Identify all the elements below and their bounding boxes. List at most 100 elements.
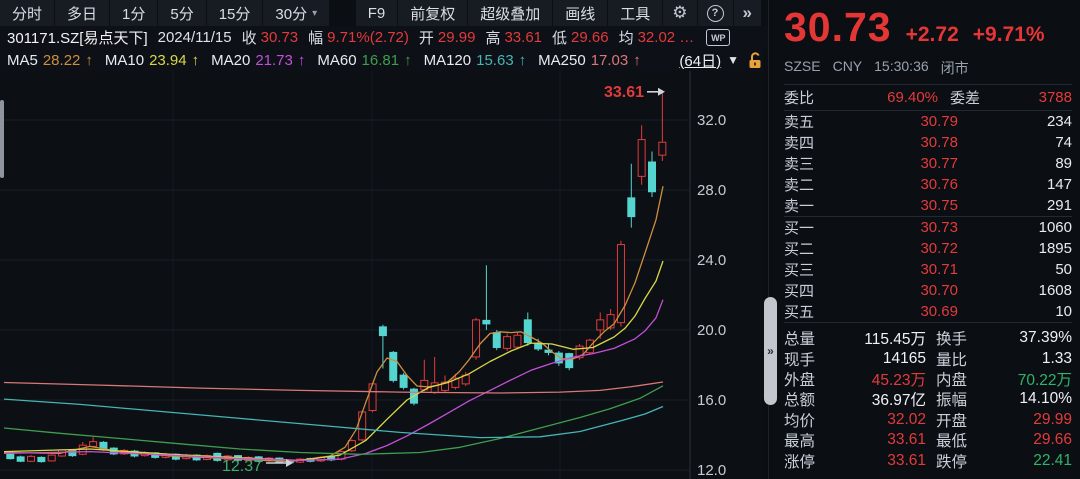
panel-collapse-handle[interactable]: »	[764, 297, 777, 405]
stat-label: 外盘	[784, 371, 816, 389]
stat-row: 最高 33.61 最低 29.66	[784, 430, 1072, 450]
order-book-row[interactable]: 买三 30.71 50	[784, 259, 1072, 280]
period-selector[interactable]: (64日) ▼	[679, 50, 763, 71]
tab-label: 5分	[170, 5, 194, 23]
stat-label: 最高	[784, 433, 816, 451]
toolbar-tools: F9 前复权 超级叠加 画线 工具 ⚙ ? »	[355, 0, 762, 26]
period-label[interactable]: (64日)	[679, 52, 722, 70]
stat-label: 跌停	[936, 453, 968, 471]
order-price: 30.77	[920, 155, 958, 172]
y-axis-tick: 12.0	[697, 462, 726, 479]
exchange-status-line: SZSE CNY 15:30:36 闭市	[784, 56, 1072, 85]
order-book-row[interactable]: 买一 30.73 1060	[784, 217, 1072, 238]
tab-label: 15分	[218, 5, 251, 23]
ma-label: MA250	[538, 51, 586, 69]
tab-15分[interactable]: 15分	[206, 0, 264, 26]
ma-label: MA5	[7, 51, 38, 69]
tab-多日[interactable]: 多日	[55, 0, 111, 26]
chevron-down-icon[interactable]: ▼	[727, 53, 739, 67]
quote-field-label: 低	[552, 30, 568, 47]
help-icon: ?	[706, 4, 724, 22]
tool-2[interactable]: 超级叠加	[468, 0, 554, 26]
last-price: 30.73	[784, 4, 892, 50]
tab-label: 分时	[12, 5, 43, 23]
stat-value: 14.10%	[1019, 390, 1072, 408]
order-volume: 147	[1046, 176, 1072, 193]
unlock-icon[interactable]	[748, 51, 763, 69]
quote-field: 高 33.61	[485, 27, 542, 48]
order-book-row[interactable]: 买二 30.72 1895	[784, 238, 1072, 259]
candlestick-chart[interactable]: 32.0 28.0 24.0 20.0 16.0 12.0 33.61 12.37	[0, 71, 762, 479]
weibi-row: 委比 69.40% 委差 3788	[784, 85, 1072, 111]
last-price-block: 30.73 +2.72 +9.71%	[784, 4, 1072, 56]
ma-line-MA120	[3, 398, 664, 439]
stat-label: 开盘	[936, 412, 968, 430]
order-level-label: 买五	[784, 304, 815, 321]
symbol-name[interactable]: 301171.SZ[易点天下]	[7, 30, 148, 47]
y-axis-tick: 32.0	[697, 112, 726, 129]
wp-monitor-icon[interactable]: WP	[706, 29, 731, 46]
quote-time: 15:30:36	[874, 58, 929, 74]
tool-1[interactable]: 前复权	[398, 0, 469, 26]
stat-label: 内盘	[936, 371, 968, 389]
arrow-right-icon	[658, 87, 665, 96]
quote-field-value: 32.02 …	[637, 29, 695, 46]
candle-body	[658, 141, 667, 156]
chart-scrollbar[interactable]	[0, 100, 4, 178]
help-button[interactable]: ?	[697, 0, 734, 26]
stat-label: 现手	[784, 351, 816, 369]
order-price: 30.75	[920, 197, 958, 214]
candle-body	[368, 383, 377, 411]
tab-分时[interactable]: 分时	[0, 0, 56, 26]
tool-label: 工具	[620, 5, 651, 23]
tool-4[interactable]: 工具	[608, 0, 664, 26]
quote-field-value: 9.71%(2.72)	[327, 29, 409, 46]
order-book-row[interactable]: 卖五 30.79 234	[784, 111, 1072, 132]
order-book-row[interactable]: 卖一 30.75 291	[784, 195, 1072, 217]
order-book-row[interactable]: 买四 30.70 1608	[784, 280, 1072, 301]
ma-item-MA20: MA20 21.73 ↑	[211, 52, 305, 69]
order-book-row[interactable]: 卖三 30.77 89	[784, 153, 1072, 174]
order-book-row[interactable]: 卖二 30.76 147	[784, 174, 1072, 195]
stat-label: 总额	[784, 392, 816, 410]
stat-row: 涨停 33.61 跌停 22.41	[784, 450, 1072, 471]
ma-value: 15.63	[476, 51, 514, 69]
stat-value: 45.23万	[871, 371, 926, 389]
tab-5分[interactable]: 5分	[158, 0, 207, 26]
order-volume: 1060	[1038, 219, 1072, 236]
tab-30分[interactable]: 30分 ▾	[263, 0, 331, 26]
tab-1分[interactable]: 1分	[110, 0, 159, 26]
tool-0[interactable]: F9	[355, 0, 399, 26]
stat-label: 振幅	[936, 392, 968, 410]
order-book-row[interactable]: 卖四 30.78 74	[784, 132, 1072, 153]
stat-value: 70.22万	[1017, 371, 1072, 389]
y-axis-tick: 24.0	[697, 252, 726, 269]
tool-label: F9	[367, 4, 386, 22]
chevron-down-icon[interactable]: ▾	[312, 7, 318, 19]
order-volume: 291	[1046, 197, 1072, 214]
arrow-up-icon: ↑	[85, 51, 93, 69]
ma-value: 21.73	[255, 51, 293, 69]
ma-item-MA60: MA60 16.81 ↑	[317, 52, 411, 69]
stat-row: 外盘 45.23万 内盘 70.22万	[784, 369, 1072, 389]
arrow-up-icon: ↑	[404, 51, 412, 69]
candle-body	[513, 334, 522, 348]
candle-body	[358, 411, 367, 441]
quote-field-label: 开	[418, 30, 434, 47]
settings-button[interactable]: ⚙	[663, 0, 698, 26]
tool-3[interactable]: 画线	[553, 0, 609, 26]
order-price: 30.78	[920, 134, 958, 151]
order-book-row[interactable]: 买五 30.69 10	[784, 301, 1072, 323]
low-price-annotation: 12.37	[222, 458, 262, 475]
bid-queue: 买一 30.73 1060 买二 30.72 1895 买三 30.71 50 买四 30.70 16…	[784, 217, 1072, 323]
candle-body	[6, 453, 15, 460]
quote-summary-bar: 301171.SZ[易点天下] 2024/11/15 收 30.73 幅 9.71%(…	[0, 26, 769, 49]
price-change: +2.72	[905, 23, 959, 46]
more-tools-button[interactable]: »	[733, 0, 762, 26]
ma-item-MA120: MA120 15.63 ↑	[424, 52, 527, 69]
ma-line-MA10	[3, 260, 664, 462]
arrow-up-icon: ↑	[633, 51, 641, 69]
quote-field: 均 32.02 …	[619, 27, 695, 48]
chart-canvas[interactable]: 32.0 28.0 24.0 20.0 16.0 12.0 33.61 12.37	[0, 71, 762, 479]
ma-label: MA10	[104, 51, 145, 69]
